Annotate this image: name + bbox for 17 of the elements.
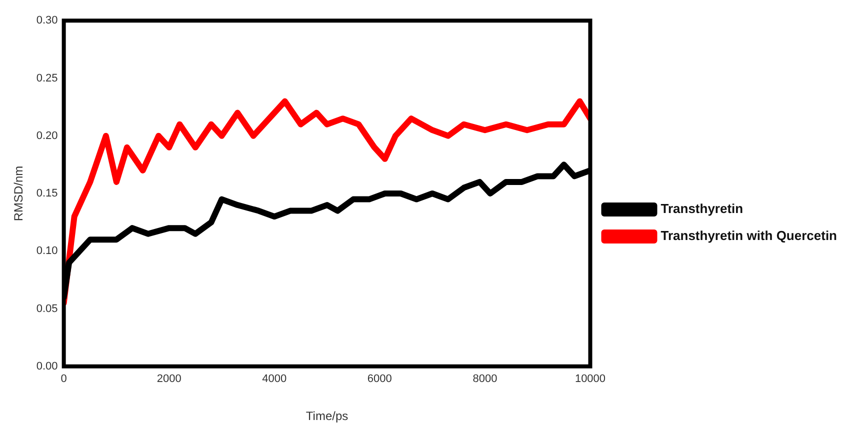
- x-tick-label: 8000: [472, 373, 498, 386]
- y-tick-label: 0.30: [36, 14, 58, 27]
- y-tick-label: 0.05: [36, 302, 58, 315]
- y-tick-label: 0.25: [36, 72, 58, 84]
- y-tick-label: 0.10: [36, 245, 58, 258]
- y-axis-title: RMSD/nm: [12, 166, 26, 222]
- x-tick-label: 4000: [262, 373, 287, 386]
- x-tick-label: 10000: [574, 373, 606, 386]
- y-tick-label: 0.15: [36, 188, 58, 200]
- y-tick-label: 0.00: [36, 360, 58, 372]
- x-tick-label: 0: [60, 373, 67, 386]
- legend-label: Transthyretin with Quercetin: [660, 228, 838, 244]
- x-axis-title: Time/ps: [306, 409, 348, 424]
- legend-label: Transthyretin: [660, 201, 744, 216]
- y-tick-label: 0.20: [36, 130, 58, 142]
- x-tick-label: 6000: [367, 373, 392, 386]
- x-tick-label: 2000: [156, 373, 182, 386]
